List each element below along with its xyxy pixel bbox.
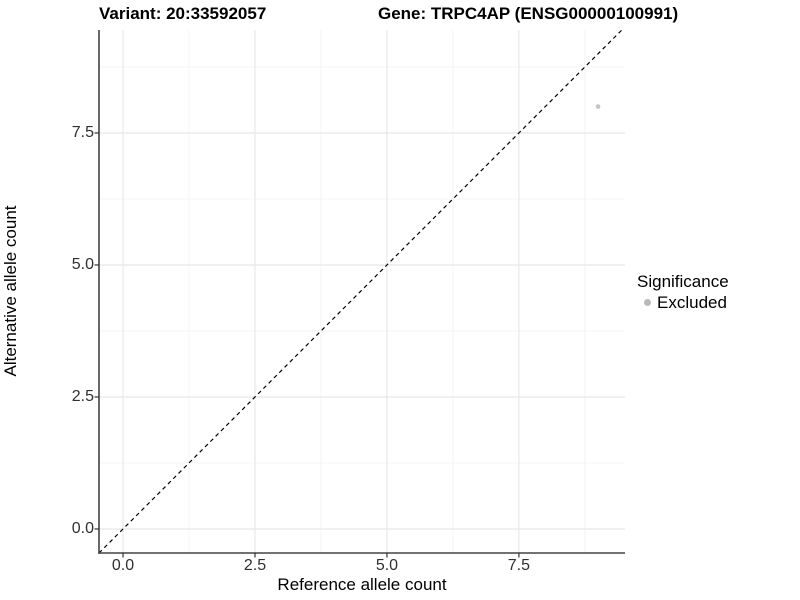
- excluded-point-icon: [644, 299, 651, 306]
- legend: Significance Excluded: [637, 272, 729, 312]
- legend-title: Significance: [637, 272, 729, 291]
- legend-item-excluded: Excluded: [637, 293, 729, 312]
- y-tick-label: 5.0: [71, 255, 94, 273]
- y-axis-title: Alternative allele count: [1, 205, 20, 377]
- x-tick-label: 7.5: [507, 557, 531, 574]
- variant-title: Variant: 20:33592057: [99, 4, 267, 23]
- x-tick-label: 5.0: [375, 557, 399, 574]
- y-tick-label: 7.5: [71, 123, 94, 141]
- legend-item-label: Excluded: [657, 293, 727, 312]
- y-tick-label: 2.5: [71, 387, 94, 405]
- x-tick-label: 0.0: [111, 557, 135, 574]
- identity-line: [98, 29, 623, 554]
- x-tick-label: 2.5: [243, 557, 267, 574]
- gene-title: Gene: TRPC4AP (ENSG00000100991): [378, 4, 679, 23]
- data-point: [595, 104, 601, 109]
- x-axis-title: Reference allele count: [277, 575, 447, 594]
- y-tick-label: 0.0: [71, 519, 94, 537]
